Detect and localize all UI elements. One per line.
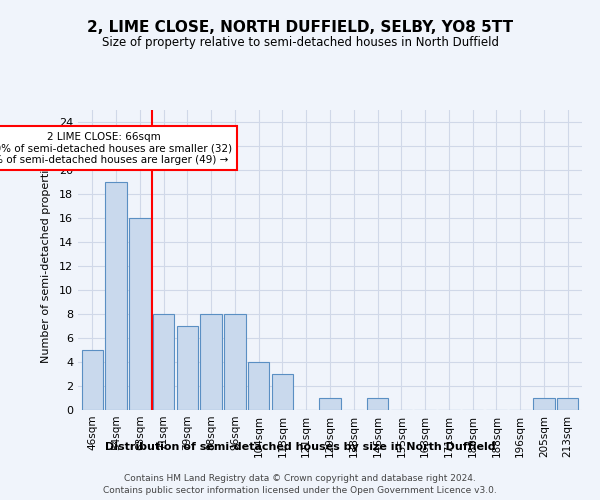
- Bar: [533, 398, 554, 410]
- Bar: [129, 218, 151, 410]
- Text: Contains HM Land Registry data © Crown copyright and database right 2024.: Contains HM Land Registry data © Crown c…: [124, 474, 476, 483]
- Bar: [176, 326, 198, 410]
- Bar: [557, 398, 578, 410]
- Text: 2, LIME CLOSE, NORTH DUFFIELD, SELBY, YO8 5TT: 2, LIME CLOSE, NORTH DUFFIELD, SELBY, YO…: [87, 20, 513, 35]
- Bar: [200, 314, 222, 410]
- Text: Contains public sector information licensed under the Open Government Licence v3: Contains public sector information licen…: [103, 486, 497, 495]
- Bar: [367, 398, 388, 410]
- Text: 2 LIME CLOSE: 66sqm
← 40% of semi-detached houses are smaller (32)
60% of semi-d: 2 LIME CLOSE: 66sqm ← 40% of semi-detach…: [0, 132, 232, 165]
- Text: Size of property relative to semi-detached houses in North Duffield: Size of property relative to semi-detach…: [101, 36, 499, 49]
- Bar: [153, 314, 174, 410]
- Bar: [248, 362, 269, 410]
- Text: Distribution of semi-detached houses by size in North Duffield: Distribution of semi-detached houses by …: [104, 442, 496, 452]
- Bar: [272, 374, 293, 410]
- Y-axis label: Number of semi-detached properties: Number of semi-detached properties: [41, 157, 50, 363]
- Bar: [319, 398, 341, 410]
- Bar: [224, 314, 245, 410]
- Bar: [106, 182, 127, 410]
- Bar: [82, 350, 103, 410]
